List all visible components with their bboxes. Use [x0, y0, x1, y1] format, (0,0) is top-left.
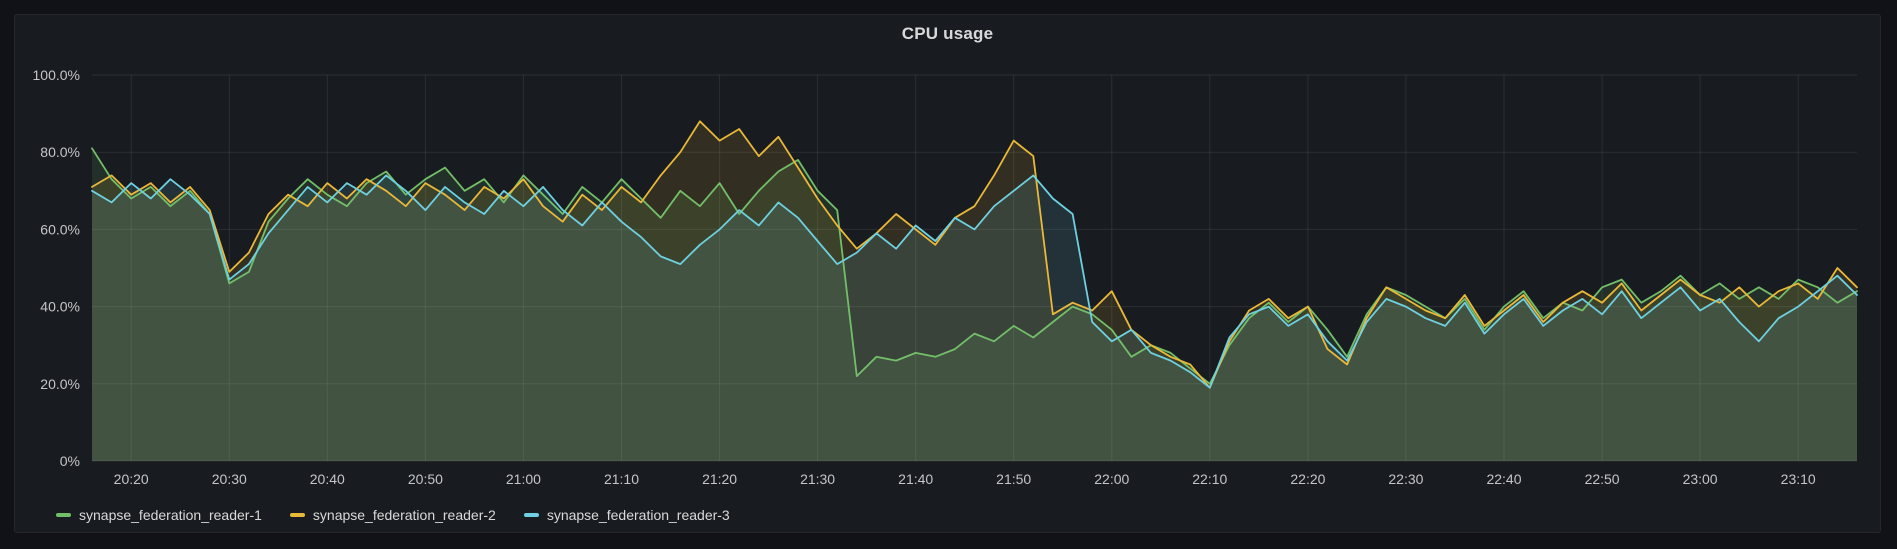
y-tick-label: 0% [60, 453, 80, 469]
x-tick-label: 21:10 [604, 471, 639, 487]
x-tick-label: 20:50 [408, 471, 443, 487]
legend-item-reader-1[interactable]: synapse_federation_reader-1 [56, 507, 262, 523]
y-tick-label: 100.0% [33, 67, 80, 83]
legend-label: synapse_federation_reader-3 [546, 507, 730, 523]
x-tick-label: 22:40 [1486, 471, 1521, 487]
series-line-synapse_federation_reader-3[interactable] [91, 174, 1858, 389]
x-tick-label: 21:30 [800, 471, 835, 487]
x-tick-label: 20:30 [212, 471, 247, 487]
x-tick-label: 22:20 [1290, 471, 1325, 487]
series-color-swatch-icon [523, 513, 539, 517]
x-tick-label: 20:20 [114, 471, 149, 487]
series-line-synapse_federation_reader-2[interactable] [91, 120, 1858, 389]
y-tick-label: 40.0% [40, 299, 80, 315]
y-tick-label: 60.0% [40, 221, 80, 237]
legend-label: synapse_federation_reader-2 [312, 507, 496, 523]
cpu-usage-chart[interactable]: 0% 20.0% 40.0% 60.0% 80.0% 100.0% 20:20 20:30 20… [15, 15, 1882, 534]
y-tick-label: 80.0% [40, 144, 80, 160]
series-color-swatch-icon [56, 513, 71, 517]
x-tick-label: 22:10 [1192, 471, 1227, 487]
legend-item-reader-3[interactable]: synapse_federation_reader-3 [523, 507, 730, 523]
series-fill-synapse_federation_reader-2 [92, 121, 1857, 462]
x-tick-label: 21:00 [506, 471, 541, 487]
x-tick-label: 21:50 [996, 471, 1031, 487]
legend-item-reader-2[interactable]: synapse_federation_reader-2 [289, 507, 496, 523]
series-fill-synapse_federation_reader-3 [92, 175, 1857, 461]
series-color-swatch-icon [289, 513, 305, 517]
x-tick-label: 23:00 [1683, 471, 1718, 487]
panel-title[interactable]: CPU usage [901, 24, 994, 43]
x-tick-label: 23:10 [1781, 471, 1816, 487]
x-tick-label: 20:40 [310, 471, 345, 487]
chart-legend: synapse_federation_reader-1 synapse_fede… [56, 507, 730, 523]
x-tick-label: 21:40 [898, 471, 933, 487]
x-tick-label: 22:50 [1585, 471, 1620, 487]
y-tick-label: 20.0% [40, 376, 80, 392]
series-fill-synapse_federation_reader-1 [92, 148, 1857, 462]
legend-label: synapse_federation_reader-1 [79, 507, 262, 523]
x-tick-label: 22:30 [1388, 471, 1423, 487]
cpu-usage-panel: 0% 20.0% 40.0% 60.0% 80.0% 100.0% 20:20 20:30 20… [14, 14, 1881, 533]
x-tick-label: 21:20 [702, 471, 737, 487]
x-tick-label: 22:00 [1094, 471, 1129, 487]
